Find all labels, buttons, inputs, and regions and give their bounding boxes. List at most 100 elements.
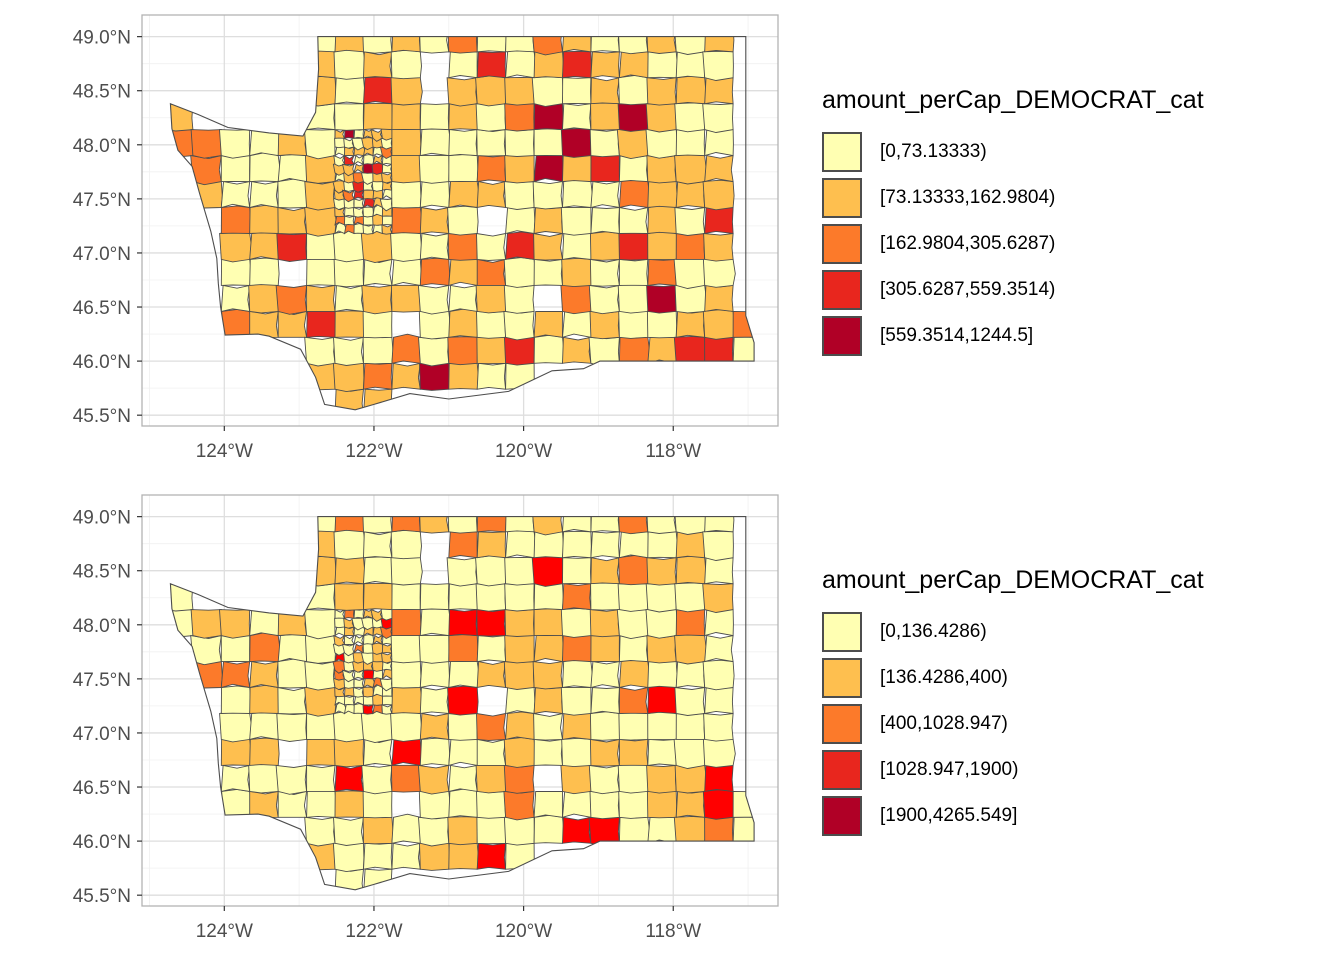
district-polygon bbox=[418, 36, 450, 54]
district-polygon bbox=[646, 155, 677, 184]
district-polygon bbox=[190, 129, 222, 159]
district-polygon bbox=[381, 703, 393, 715]
y-tick-label: 48.0°N bbox=[73, 136, 131, 157]
district-polygon bbox=[476, 129, 507, 157]
district-polygon bbox=[560, 206, 592, 236]
district-polygon bbox=[476, 790, 507, 819]
district-polygon bbox=[475, 283, 508, 314]
district-polygon bbox=[675, 129, 706, 157]
district-polygon bbox=[390, 554, 423, 586]
district-polygon bbox=[448, 764, 478, 792]
district-polygon bbox=[353, 129, 365, 139]
y-tick-label: 45.5°N bbox=[73, 406, 131, 427]
legend-swatch bbox=[822, 796, 862, 836]
district-polygon bbox=[362, 790, 393, 819]
district-polygon bbox=[362, 686, 374, 698]
district-polygon bbox=[343, 154, 356, 165]
district-polygon bbox=[647, 204, 679, 235]
district-polygon bbox=[647, 258, 677, 286]
district-polygon bbox=[704, 77, 734, 105]
district-polygon bbox=[448, 360, 479, 390]
x-tick-label: 120°W bbox=[495, 441, 552, 462]
district-polygon bbox=[363, 154, 375, 165]
district-polygon bbox=[673, 256, 707, 289]
district-polygon bbox=[476, 181, 507, 209]
district-polygon bbox=[617, 583, 649, 612]
district-polygon bbox=[533, 790, 563, 818]
district-polygon bbox=[390, 49, 422, 80]
district-polygon bbox=[380, 652, 393, 664]
district-polygon bbox=[618, 333, 651, 364]
district-polygon bbox=[702, 103, 734, 133]
district-polygon bbox=[533, 738, 563, 766]
district-polygon bbox=[645, 127, 678, 159]
district-polygon bbox=[702, 659, 735, 691]
district-polygon bbox=[646, 635, 677, 664]
district-polygon bbox=[503, 816, 535, 846]
district-polygon bbox=[352, 206, 365, 218]
district-polygon bbox=[645, 607, 678, 639]
district-polygon bbox=[306, 257, 337, 286]
district-polygon bbox=[647, 684, 679, 715]
y-tick-label: 47.0°N bbox=[73, 724, 131, 745]
district-polygon bbox=[590, 207, 620, 235]
district-polygon bbox=[448, 840, 479, 870]
y-tick-label: 47.0°N bbox=[73, 244, 131, 265]
district-polygon bbox=[531, 76, 564, 107]
district-polygon bbox=[560, 127, 593, 158]
x-tick-label: 124°W bbox=[196, 921, 253, 942]
district-polygon bbox=[220, 205, 252, 234]
district-polygon bbox=[476, 609, 507, 637]
district-polygon bbox=[704, 36, 735, 53]
district-polygon bbox=[476, 815, 508, 845]
district-polygon bbox=[219, 710, 253, 743]
district-polygon bbox=[531, 556, 564, 587]
district-polygon bbox=[303, 129, 336, 160]
y-tick-label: 46.0°N bbox=[73, 352, 131, 373]
district-polygon bbox=[475, 583, 507, 612]
district-polygon bbox=[590, 51, 620, 79]
district-polygon bbox=[334, 764, 365, 792]
district-polygon bbox=[533, 310, 563, 338]
district-polygon bbox=[362, 206, 374, 218]
legend-label: [305.6287,559.3514) bbox=[880, 279, 1056, 300]
district-polygon bbox=[344, 695, 355, 706]
district-polygon bbox=[476, 362, 507, 390]
district-polygon bbox=[249, 632, 281, 663]
district-polygon bbox=[702, 789, 735, 820]
district-polygon bbox=[341, 669, 355, 683]
district-polygon bbox=[372, 224, 383, 235]
district-polygon bbox=[344, 129, 355, 139]
district-polygon bbox=[419, 606, 452, 637]
district-polygon bbox=[362, 815, 394, 845]
district-polygon bbox=[675, 790, 706, 818]
district-polygon bbox=[418, 154, 450, 184]
district-polygon bbox=[419, 737, 451, 766]
district-polygon bbox=[353, 163, 365, 175]
legend-swatch bbox=[822, 132, 862, 172]
district-polygon bbox=[362, 516, 393, 534]
y-tick-label: 47.5°N bbox=[73, 670, 131, 691]
district-polygon bbox=[562, 583, 592, 611]
district-polygon bbox=[334, 555, 366, 585]
district-polygon bbox=[332, 362, 365, 393]
district-polygon bbox=[447, 205, 479, 236]
district-polygon bbox=[220, 181, 251, 209]
district-polygon bbox=[533, 582, 564, 611]
district-polygon bbox=[476, 738, 507, 766]
district-polygon bbox=[391, 813, 423, 844]
y-tick-label: 49.0°N bbox=[73, 508, 131, 529]
district-polygon bbox=[390, 152, 423, 184]
district-polygon bbox=[248, 762, 281, 794]
district-polygon bbox=[363, 362, 393, 390]
district-polygon bbox=[618, 258, 649, 286]
district-polygon bbox=[372, 704, 383, 715]
district-polygon bbox=[306, 788, 337, 818]
district-polygon bbox=[647, 738, 677, 766]
district-polygon bbox=[333, 738, 364, 768]
district-polygon bbox=[616, 128, 649, 160]
district-polygon bbox=[391, 257, 422, 286]
district-polygon bbox=[562, 633, 593, 663]
district-polygon bbox=[419, 361, 451, 391]
district-polygon bbox=[588, 284, 620, 315]
